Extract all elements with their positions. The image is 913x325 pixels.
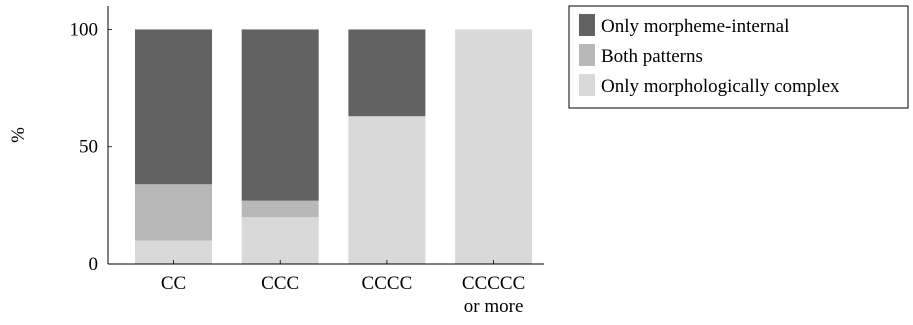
bar-cc-only-morphologically-complex bbox=[135, 240, 212, 264]
bar-cc-both-patterns bbox=[135, 184, 212, 241]
bar-ccccc-or-more-only-morphologically-complex bbox=[455, 29, 533, 265]
x-tick-label-cc: CC bbox=[161, 273, 186, 294]
bar-ccc-only-morpheme-internal bbox=[241, 29, 319, 201]
legend-swatch-both-patterns bbox=[579, 44, 595, 66]
x-tick-label-cccc: CCCC bbox=[362, 273, 413, 294]
bar-ccc-only-morphologically-complex bbox=[241, 217, 319, 264]
x-tick-label-ccccc-or-more: CCCCC or more bbox=[462, 273, 525, 317]
y-tick-label-100: 100 bbox=[70, 19, 99, 40]
legend-label-both-patterns: Both patterns bbox=[601, 46, 703, 67]
bar-cc-only-morpheme-internal bbox=[135, 29, 212, 185]
y-tick-label-0: 0 bbox=[89, 254, 99, 275]
bar-ccc-both-patterns bbox=[241, 200, 319, 218]
y-axis-label: % bbox=[8, 127, 29, 143]
y-tick-label-50: 50 bbox=[79, 137, 98, 158]
legend-label-only-morpheme-internal: Only morpheme-internal bbox=[601, 16, 789, 37]
legend: Only morpheme-internal Both patterns Only … bbox=[568, 5, 909, 109]
legend-swatch-only-morpheme-internal bbox=[579, 14, 595, 36]
bar-cccc-only-morpheme-internal bbox=[348, 29, 426, 117]
legend-box bbox=[568, 5, 909, 109]
x-tick-label-ccc: CCC bbox=[261, 273, 299, 294]
bar-cccc-only-morphologically-complex bbox=[348, 116, 426, 265]
legend-swatch-only-morphologically-complex bbox=[579, 74, 595, 96]
legend-label-only-morphologically-complex: Only morphologically complex bbox=[601, 76, 840, 97]
